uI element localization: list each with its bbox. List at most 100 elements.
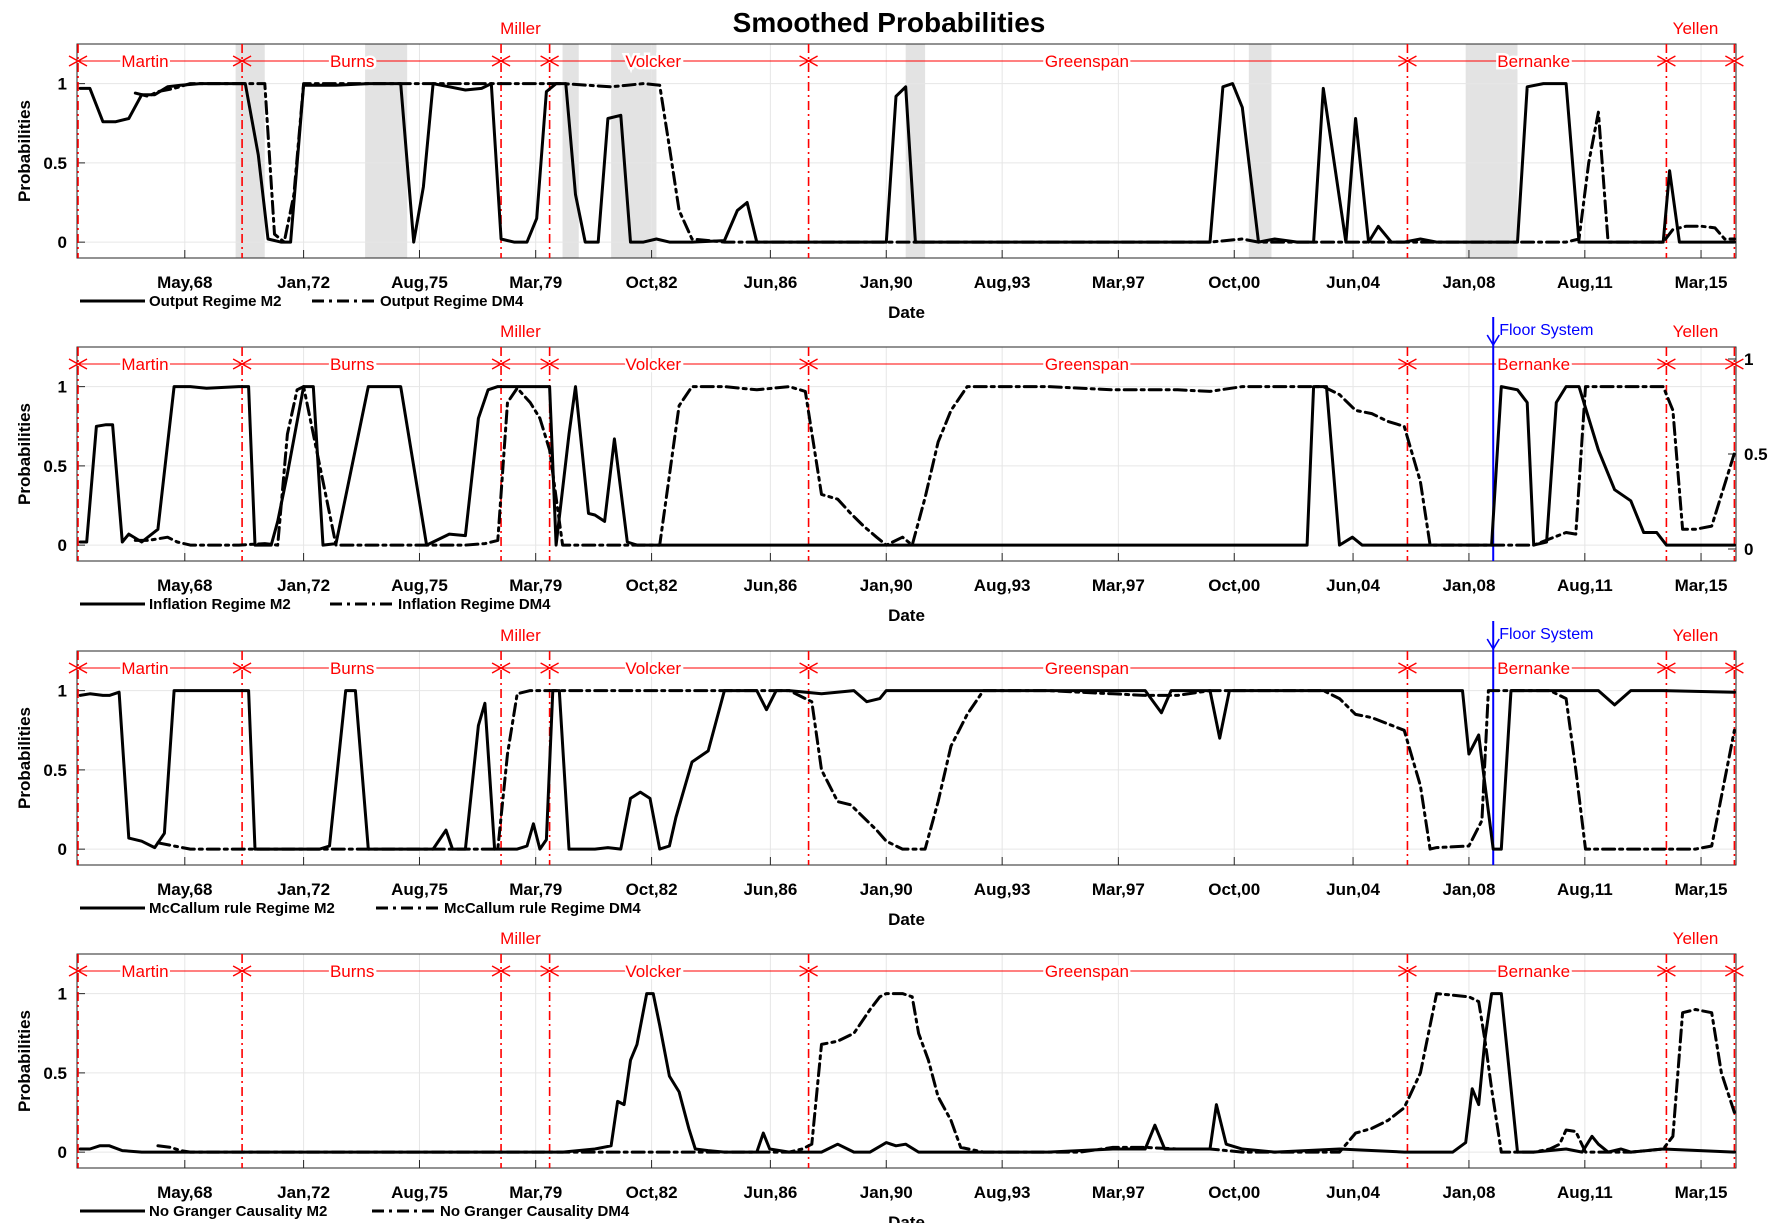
x-tick-label: Mar,97 (1092, 273, 1145, 292)
y-tick-label: 1 (58, 682, 67, 701)
chair-label-miller: Miller (500, 626, 541, 645)
chair-label-burns: Burns (330, 659, 374, 678)
chair-label-burns: Burns (330, 52, 374, 71)
x-tick-label: Mar,79 (509, 1183, 562, 1202)
chair-label-greenspan: Greenspan (1045, 659, 1129, 678)
y-tick-label: 0 (58, 536, 67, 555)
x-tick-label: Mar,97 (1092, 1183, 1145, 1202)
x-tick-label: Jan,72 (277, 880, 330, 899)
chair-label-greenspan: Greenspan (1045, 355, 1129, 374)
x-tick-label: Mar,97 (1092, 880, 1145, 899)
series-line-dm4 (133, 385, 1736, 547)
x-tick-label: May,68 (157, 273, 212, 292)
x-tick-label: Aug,93 (974, 880, 1031, 899)
y-tick-label: 0.5 (43, 761, 67, 780)
chair-label-burns: Burns (330, 355, 374, 374)
x-tick-label: Oct,00 (1208, 880, 1260, 899)
y-tick-label: 0 (58, 840, 67, 859)
x-tick-label: Oct,82 (626, 880, 678, 899)
floor-system-arrow (1486, 334, 1500, 347)
y2-tick-label: 0.5 (1744, 445, 1768, 464)
recession-band (1465, 44, 1518, 258)
y-tick-label: 0 (58, 1143, 67, 1162)
y-axis-title: Probabilities (15, 707, 34, 809)
chair-label-volcker: Volcker (625, 962, 681, 981)
x-tick-label: Aug,75 (391, 1183, 448, 1202)
legend-label-m2: Inflation Regime M2 (149, 596, 291, 613)
panel-mccallum: 0 0.5 1 May,68 Jan,72 Aug,75 Mar,79 Oct,82 Jun,8… (15, 621, 1744, 929)
x-tick-label: Oct,82 (626, 576, 678, 595)
y-axis-title: Probabilities (15, 100, 34, 202)
recession-band (611, 44, 657, 258)
x-tick-label: Jun,86 (743, 880, 797, 899)
legend-label-m2: McCallum rule Regime M2 (149, 900, 335, 917)
chair-label-martin: Martin (121, 962, 168, 981)
x-tick-label: Jan,90 (860, 880, 913, 899)
y-axis-title: Probabilities (15, 1010, 34, 1112)
y-tick-label: 0.5 (43, 1064, 67, 1083)
x-tick-label: Mar,79 (509, 273, 562, 292)
series-line-dm4 (156, 689, 1736, 851)
x-tick-label: Jan,72 (277, 1183, 330, 1202)
chair-label-bernanke: Bernanke (1497, 659, 1570, 678)
x-tick-label: Aug,11 (1557, 273, 1613, 292)
x-tick-label: May,68 (157, 576, 212, 595)
x-tick-label: Jan,90 (860, 576, 913, 595)
x-tick-label: Mar,15 (1675, 880, 1728, 899)
legend-label-m2: Output Regime M2 (149, 293, 282, 310)
chair-label-yellen: Yellen (1673, 626, 1719, 645)
x-tick-label: Jun,04 (1326, 880, 1380, 899)
chair-label-miller: Miller (500, 929, 541, 948)
panel-granger: 0 0.5 1 May,68 Jan,72 Aug,75 Mar,79 Oct,82 Jun,8… (15, 929, 1744, 1223)
chair-label-martin: Martin (121, 355, 168, 374)
chair-label-burns: Burns (330, 962, 374, 981)
recession-band (905, 44, 926, 258)
legend-label-dm4: No Granger Causality DM4 (440, 1203, 630, 1220)
x-tick-label: Jun,86 (743, 273, 797, 292)
x-tick-label: Mar,79 (509, 880, 562, 899)
floor-system-label: Floor System (1499, 322, 1593, 339)
chair-label-miller: Miller (500, 19, 541, 38)
x-tick-label: Jun,86 (743, 576, 797, 595)
x-tick-label: Oct,82 (626, 1183, 678, 1202)
plot-area (77, 347, 1736, 561)
x-tick-label: Jan,08 (1442, 273, 1495, 292)
x-axis-title: Date (888, 303, 925, 322)
x-tick-label: Aug,93 (974, 576, 1031, 595)
panel-inflation: 0 0.5 1 0 0.5 1 May,68 Jan,72 Aug,75 Mar,79 Oct,82… (15, 317, 1768, 625)
chair-label-bernanke: Bernanke (1497, 52, 1570, 71)
x-tick-label: Jun,04 (1326, 1183, 1380, 1202)
chair-label-martin: Martin (121, 659, 168, 678)
x-tick-label: Mar,79 (509, 576, 562, 595)
x-tick-label: Mar,15 (1675, 1183, 1728, 1202)
recession-band (365, 44, 408, 258)
x-tick-label: Aug,11 (1557, 576, 1613, 595)
x-tick-label: Aug,11 (1557, 880, 1613, 899)
x-tick-label: Oct,00 (1208, 1183, 1260, 1202)
legend-label-dm4: McCallum rule Regime DM4 (444, 900, 641, 917)
axes-box (76, 650, 1737, 866)
x-tick-label: Jan,08 (1442, 880, 1495, 899)
chair-label-yellen: Yellen (1673, 19, 1719, 38)
figure-title: Smoothed Probabilities (733, 7, 1046, 38)
x-tick-label: Oct,00 (1208, 273, 1260, 292)
chair-label-martin: Martin (121, 52, 168, 71)
chair-label-bernanke: Bernanke (1497, 962, 1570, 981)
x-tick-label: May,68 (157, 880, 212, 899)
x-tick-label: Jan,08 (1442, 1183, 1495, 1202)
chair-label-miller: Miller (500, 322, 541, 341)
y-tick-label: 0.5 (43, 154, 67, 173)
plot-area (77, 651, 1736, 865)
y-tick-label: 1 (58, 985, 67, 1004)
y-axis-title: Probabilities (15, 403, 34, 505)
x-axis-title: Date (888, 910, 925, 929)
chair-label-volcker: Volcker (625, 659, 681, 678)
chair-label-yellen: Yellen (1673, 929, 1719, 948)
x-tick-label: Jun,04 (1326, 576, 1380, 595)
y-tick-label: 1 (58, 378, 67, 397)
chair-label-greenspan: Greenspan (1045, 52, 1129, 71)
x-tick-label: Oct,82 (626, 273, 678, 292)
chair-label-volcker: Volcker (625, 355, 681, 374)
y2-tick-label: 1 (1744, 350, 1753, 369)
x-tick-label: Aug,93 (974, 273, 1031, 292)
